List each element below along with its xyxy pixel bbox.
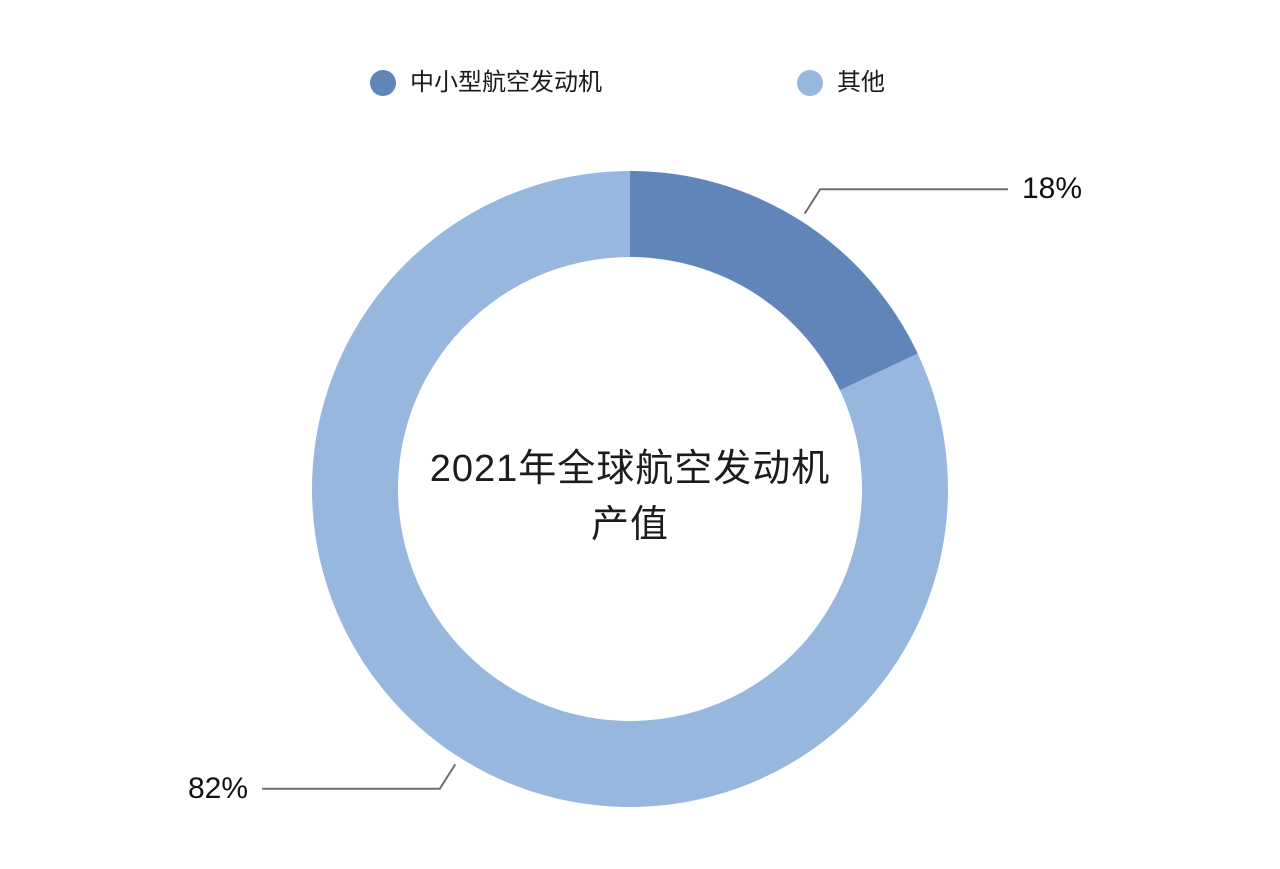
leader-line-0: [803, 188, 1008, 215]
slice-label-small-medium-aero-engines: 18%: [1022, 172, 1083, 206]
legend-item-others[interactable]: 其他: [797, 70, 885, 96]
legend-swatch-icon: [370, 70, 396, 96]
legend-swatch-icon: [797, 70, 823, 96]
chart-center-title-line2: 产值: [590, 504, 669, 546]
donut-slice-0[interactable]: [630, 171, 918, 391]
legend-label: 中小型航空发动机: [410, 69, 602, 96]
chart-center-title-line1: 2021年全球航空发动机: [429, 448, 831, 490]
slice-label-others: 82%: [187, 771, 248, 805]
legend-label: 其他: [837, 69, 885, 96]
legend-item-small-medium-aero-engines[interactable]: 中小型航空发动机: [370, 70, 602, 96]
chart-center-title: 2021年全球航空发动机 产值: [330, 441, 930, 553]
leader-line-1: [262, 763, 457, 790]
